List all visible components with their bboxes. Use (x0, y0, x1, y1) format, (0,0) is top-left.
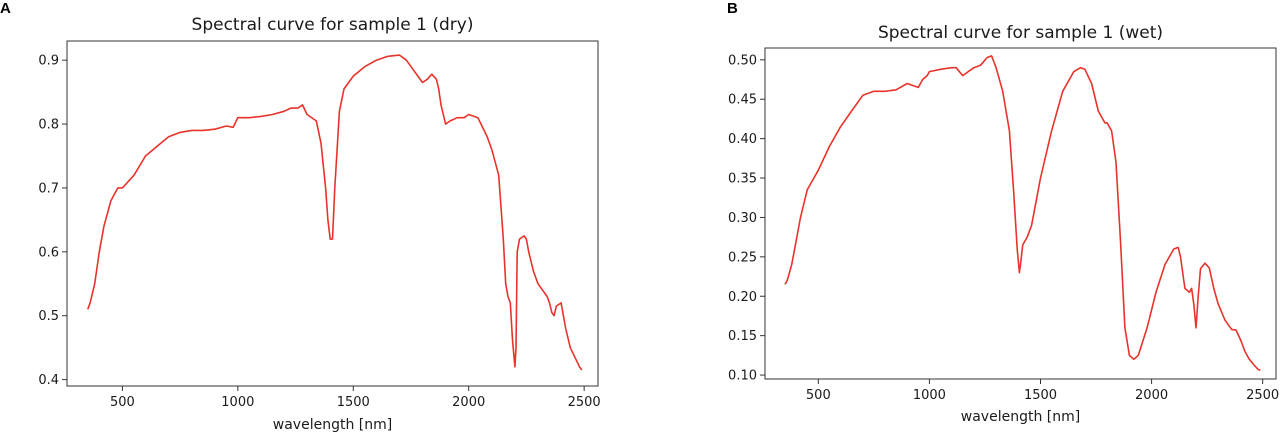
panel-a-y-tick-label: 0.4 (38, 373, 59, 388)
panel-b-x-axis-label: wavelength [nm] (961, 409, 1080, 425)
panel-letter-b: B (727, 0, 738, 17)
panel-a-y-tick-label: 0.6 (38, 245, 59, 260)
panel-b-spectral-line (784, 55, 1261, 372)
panel-b-plot-frame (764, 47, 1277, 380)
panel-a-chart-title: Spectral curve for sample 1 (dry) (192, 15, 474, 35)
panel-a-x-tick-label: 2500 (568, 395, 601, 410)
panel-b-y-tick-label: 0.35 (728, 172, 757, 187)
panel-b-y-tick-label: 0.30 (728, 211, 757, 226)
panel-b-y-tick-label: 0.20 (728, 290, 757, 305)
panel-b-x-tick-label: 1500 (1024, 388, 1057, 403)
panel-b-chart-title: Spectral curve for sample 1 (wet) (878, 23, 1163, 43)
panel-b-y-tick-label: 0.45 (728, 93, 757, 108)
panel-a-x-tick-label: 1000 (221, 395, 254, 410)
panel-a-y-tick-label: 0.9 (38, 54, 59, 69)
panel-a-plot-frame (66, 40, 599, 387)
panel-b-y-tick-label: 0.25 (728, 250, 757, 265)
panel-letter-a: A (0, 0, 11, 17)
panel-b-x-tick-label: 1000 (913, 388, 946, 403)
panel-b-x-tick-label: 2500 (1246, 388, 1279, 403)
panel-b-y-tick-label: 0.40 (728, 132, 757, 147)
panel-a-y-tick-label: 0.8 (38, 118, 59, 133)
panel-a-y-tick-label: 0.5 (38, 309, 59, 324)
panel-a-x-tick-label: 2000 (452, 395, 485, 410)
panel-b-y-tick-label: 0.50 (728, 53, 757, 68)
panel-a-x-axis-label: wavelength [nm] (273, 417, 392, 433)
panel-a-x-tick-label: 500 (110, 395, 135, 410)
panel-b-y-tick-label: 0.15 (728, 329, 757, 344)
panel-b-x-tick-label: 500 (806, 388, 831, 403)
panel-a-spectral-line (87, 54, 583, 371)
panel-b-x-tick-label: 2000 (1135, 388, 1168, 403)
panel-a-y-tick-label: 0.7 (38, 181, 59, 196)
panel-b-y-tick-label: 0.10 (728, 369, 757, 384)
panel-a-x-tick-label: 1500 (337, 395, 370, 410)
